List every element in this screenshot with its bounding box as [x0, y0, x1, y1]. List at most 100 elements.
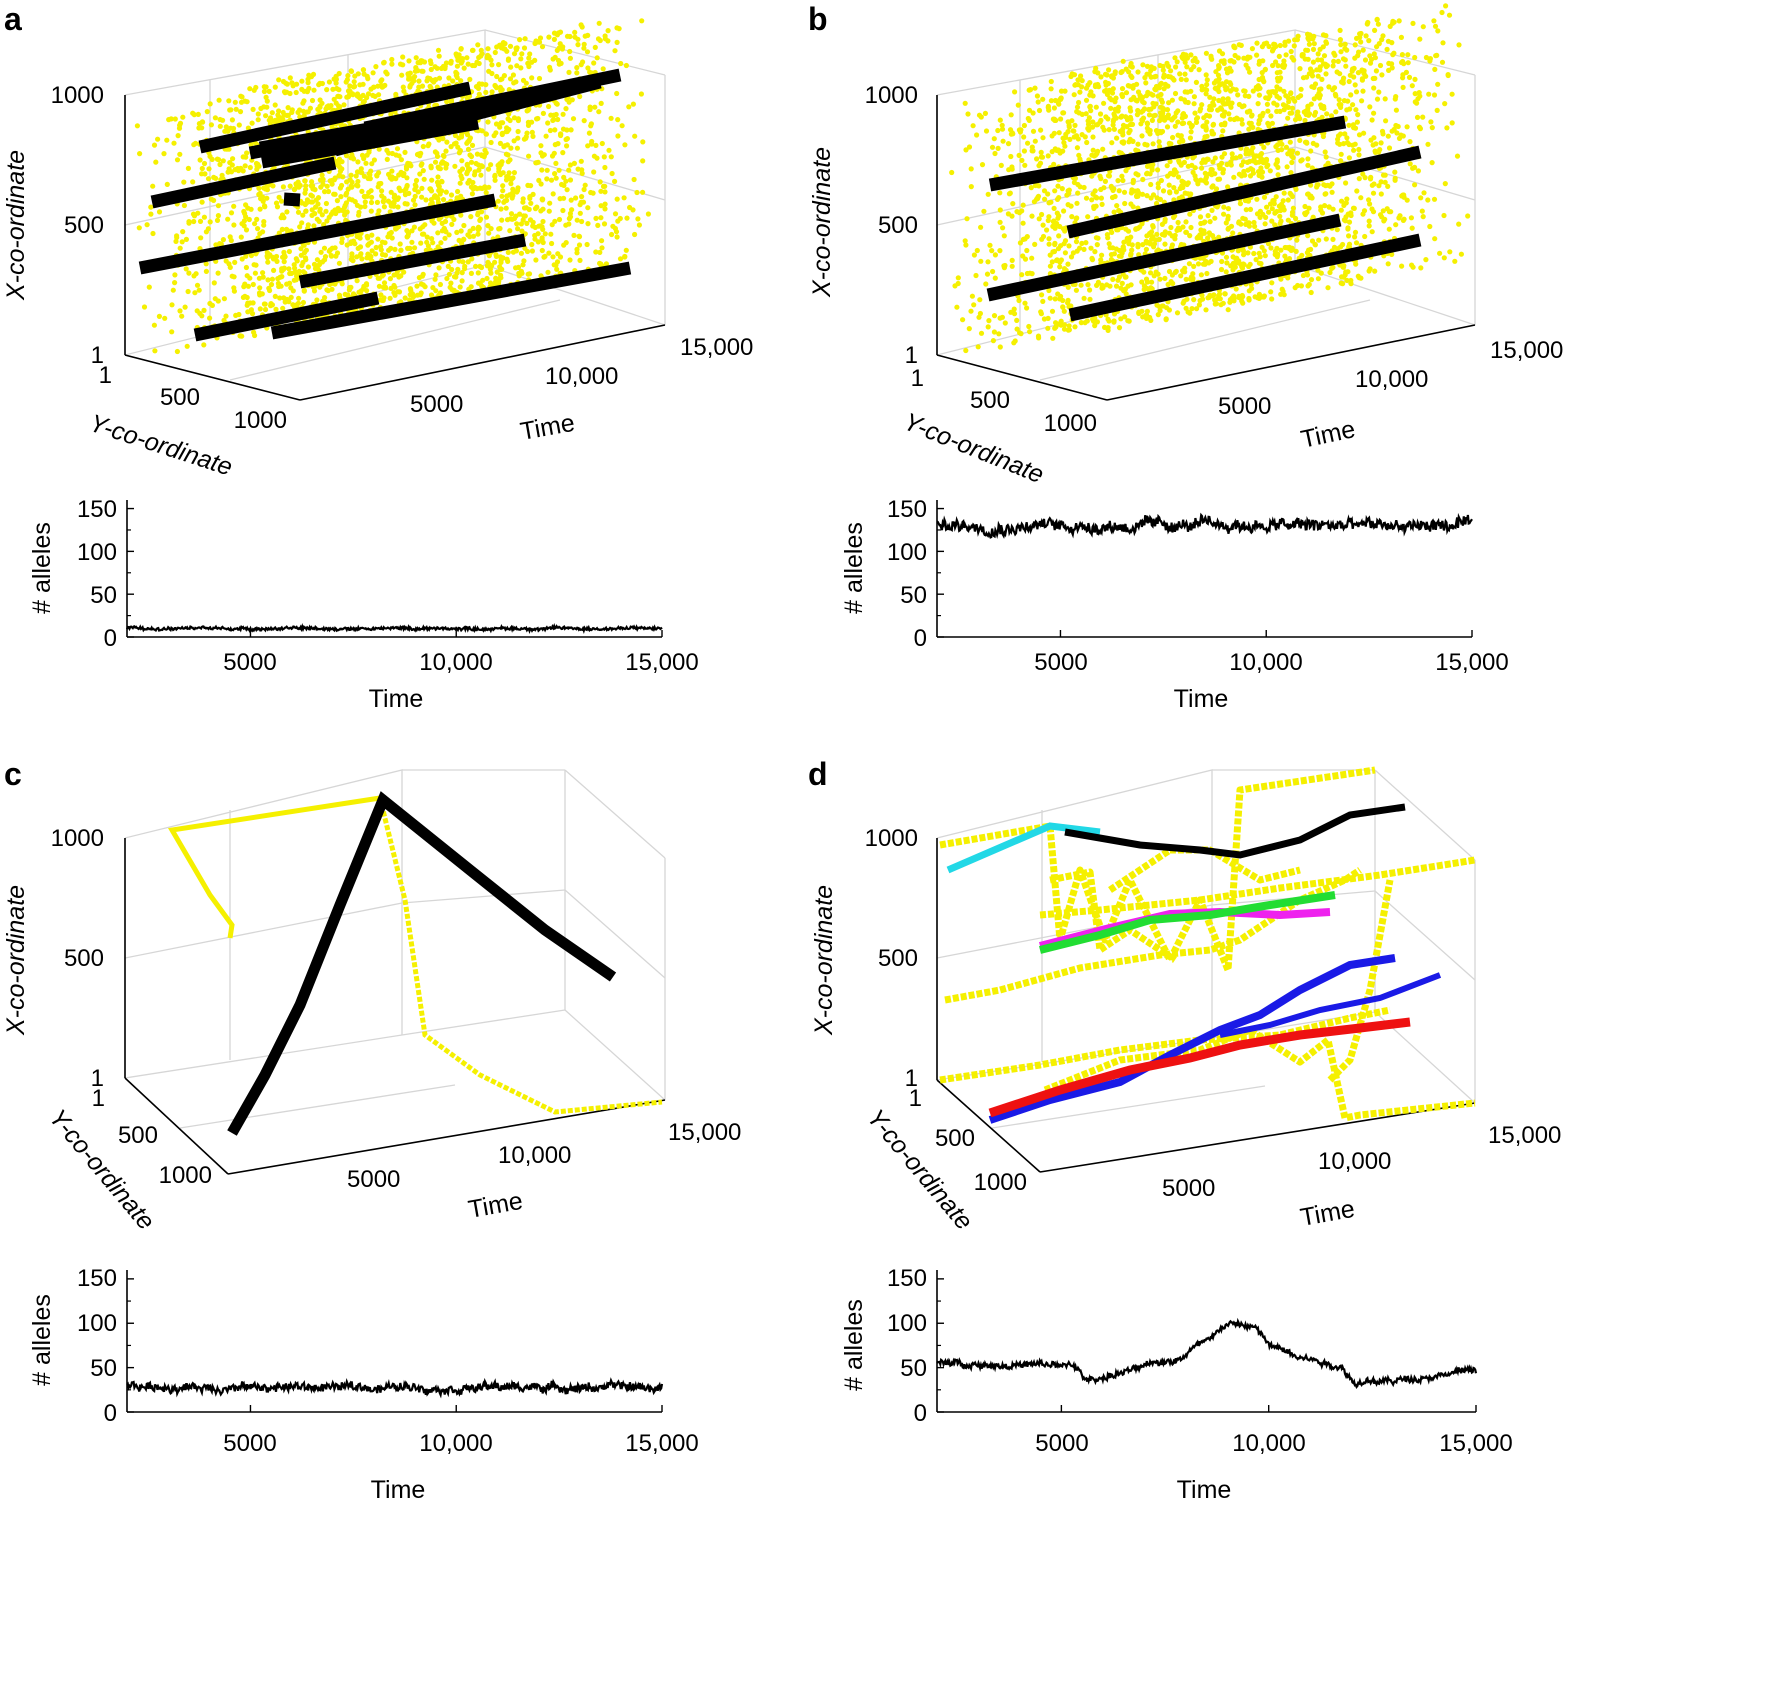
scatter-point — [1177, 71, 1183, 77]
scatter-point — [344, 94, 350, 100]
scatter-point — [371, 84, 377, 90]
scatter-point — [614, 90, 620, 97]
scatter-point — [1017, 129, 1024, 135]
scatter-point — [1344, 135, 1350, 141]
scatter-point — [489, 89, 495, 95]
scatter-point — [613, 229, 620, 235]
scatter-point — [528, 183, 534, 189]
scatter-point — [1408, 215, 1414, 221]
scatter-point — [1272, 222, 1278, 228]
scatter-point — [1085, 214, 1091, 220]
scatter-point — [1060, 297, 1066, 304]
scatter-point — [1123, 226, 1129, 232]
scatter-point — [1092, 188, 1098, 194]
scatter-point — [1305, 156, 1311, 162]
scatter-point — [567, 55, 574, 61]
scatter-point — [185, 165, 191, 171]
scatter-point — [983, 128, 990, 134]
scatter-point — [285, 105, 291, 111]
scatter-point — [1073, 133, 1080, 139]
scatter-point — [511, 115, 518, 121]
scatter-point — [1007, 127, 1014, 133]
scatter-point — [269, 110, 275, 116]
scatter-point — [494, 44, 500, 50]
scatter-point — [488, 139, 494, 146]
scatter-point — [1110, 276, 1116, 282]
scatter-point — [1208, 53, 1214, 59]
scatter-point — [1347, 72, 1353, 78]
scatter-point — [243, 264, 249, 271]
scatter-point — [1256, 260, 1262, 266]
scatter-point — [1170, 280, 1176, 287]
scatter-point — [232, 259, 238, 265]
scatter-point — [437, 281, 443, 288]
scatter-point — [199, 313, 205, 319]
scatter-point — [432, 149, 438, 155]
scatter-point — [1104, 282, 1110, 288]
scatter-point — [1130, 180, 1136, 186]
scatter-point — [291, 262, 297, 268]
scatter-point — [1373, 68, 1379, 74]
scatter-point — [1318, 57, 1325, 63]
scatter-point — [1032, 182, 1039, 189]
scatter-point — [1418, 195, 1424, 201]
scatter-point — [1257, 85, 1263, 91]
scatter-point — [1061, 326, 1068, 332]
scatter-point — [256, 185, 262, 191]
scatter-point — [307, 105, 313, 111]
scatter-point — [538, 150, 544, 156]
scatter-point — [280, 254, 286, 260]
scatter-point — [483, 214, 490, 220]
scatter-point — [1379, 72, 1385, 78]
scatter-point — [453, 274, 459, 280]
scatter-point — [1325, 285, 1331, 291]
scatter-point — [360, 67, 366, 73]
scatter-point — [249, 120, 255, 126]
scatter-point — [309, 207, 315, 213]
scatter-point — [1042, 196, 1048, 202]
scatter-point — [1000, 225, 1006, 231]
scatter-point — [1386, 226, 1392, 232]
scatter-point — [470, 47, 476, 53]
scatter-point — [1300, 272, 1306, 279]
scatter-point — [482, 147, 488, 153]
scatter-point — [1323, 154, 1329, 160]
scatter-point — [1121, 239, 1127, 245]
scatter-point — [1308, 101, 1314, 107]
scatter-point — [173, 238, 179, 244]
scatter-point — [1367, 104, 1373, 110]
scatter-point — [1249, 150, 1255, 156]
scatter-point — [1382, 179, 1388, 185]
scatter-point — [136, 225, 142, 231]
scatter-point — [339, 159, 345, 165]
scatter-point — [602, 33, 608, 39]
scatter-point — [1166, 100, 1172, 106]
scatter-point — [554, 266, 560, 272]
scatter-point — [202, 171, 208, 177]
scatter-point — [1254, 196, 1260, 202]
scatter-point — [489, 62, 495, 68]
scatter-point — [459, 278, 465, 284]
scatter-point — [197, 218, 204, 224]
scatter-point — [1075, 77, 1081, 83]
scatter-point — [198, 235, 204, 241]
scatter-point — [1012, 89, 1018, 95]
scatter-point — [1348, 281, 1354, 287]
scatter-point — [226, 166, 232, 172]
scatter-point — [418, 58, 424, 64]
scatter-point — [418, 290, 424, 296]
scatter-point — [983, 281, 989, 287]
scatter-point — [297, 182, 303, 188]
scatter-point — [1246, 295, 1252, 302]
scatter-point — [1065, 129, 1071, 135]
scatter-point — [1220, 128, 1226, 134]
scatter-point — [1174, 310, 1181, 316]
scatter-point — [568, 127, 574, 133]
scatter-point — [571, 160, 578, 166]
scatter-point — [420, 168, 426, 174]
scatter-point — [323, 208, 329, 214]
scatter-point — [436, 75, 443, 81]
scatter-point — [513, 79, 519, 85]
scatter-point — [326, 104, 332, 111]
scatter-point — [538, 181, 544, 187]
